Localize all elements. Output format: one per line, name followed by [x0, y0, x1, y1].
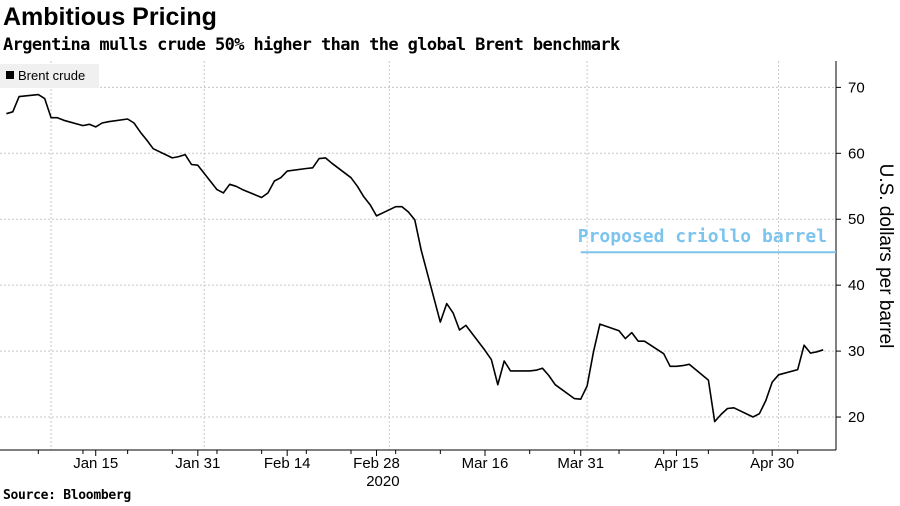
source-note: Source: Bloomberg: [3, 488, 131, 503]
x-tick-label: Jan 31: [175, 455, 220, 472]
legend-swatch: [6, 71, 14, 79]
y-tick-label: 30: [848, 343, 865, 360]
gridlines: [0, 61, 836, 450]
x-tick-label: Mar 16: [462, 455, 509, 472]
x-axis: Jan 15 Jan 31 Feb 14 Feb 28 Mar 16 Mar 31 Apr …: [0, 449, 836, 490]
chart-subtitle: Argentina mulls crude 50% higher than th…: [3, 35, 620, 55]
series-line-brent-crude: [6, 93, 824, 423]
y-tick-label: 20: [848, 409, 865, 426]
reference-line-label: Proposed criollo barrel: [578, 226, 827, 247]
legend-label: Brent crude: [18, 68, 85, 83]
chart-title: Ambitious Pricing: [3, 3, 217, 31]
y-tick-label: 40: [848, 277, 865, 294]
y-axis: 20 30 40 50 60 70: [835, 61, 865, 450]
y-tick-label: 70: [848, 79, 865, 96]
x-tick-label: Apr 15: [654, 455, 698, 472]
y-axis-label: U.S. dollars per barrel: [875, 164, 896, 349]
y-tick-label: 60: [848, 145, 865, 162]
x-tick-label: Feb 28: [353, 455, 400, 472]
x-tick-label: Feb 14: [264, 455, 311, 472]
x-tick-label: Apr 30: [750, 455, 794, 472]
reference-line-group: Proposed criollo barrel: [578, 226, 836, 254]
x-tick-label: Mar 31: [557, 455, 604, 472]
x-tick-label: Jan 15: [73, 455, 118, 472]
x-axis-year-label: 2020: [366, 473, 399, 490]
legend: Brent crude: [0, 64, 99, 88]
legend-box: [0, 64, 99, 88]
y-tick-label: 50: [848, 211, 865, 228]
series-group: [6, 93, 824, 423]
